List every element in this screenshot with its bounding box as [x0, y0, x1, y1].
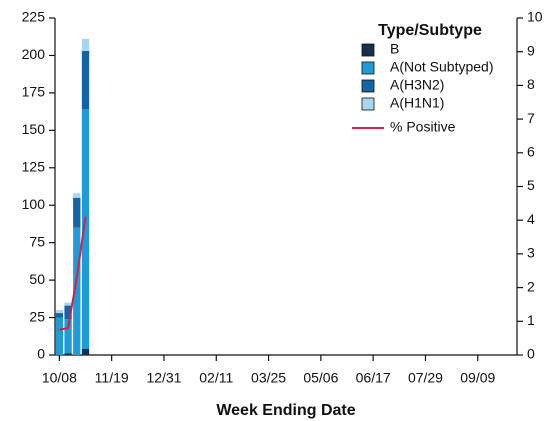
y2-tick-label: 4 [527, 211, 535, 227]
bar-segment [55, 313, 64, 318]
y-tick-label: 25 [29, 308, 45, 324]
x-axis-label: Week Ending Date [216, 402, 355, 419]
bar-segment [64, 302, 72, 306]
bar-segment [81, 109, 90, 350]
y2-tick-label: 8 [527, 76, 535, 92]
legend-label: % Positive [390, 119, 456, 135]
y2-tick-label: 0 [527, 346, 535, 362]
x-tick-label: 09/09 [460, 370, 495, 386]
bar-segment [81, 349, 90, 355]
y2-tick-label: 6 [527, 144, 535, 160]
bar-segment [55, 310, 64, 314]
x-tick-label: 10/08 [42, 370, 77, 386]
x-tick-label: 11/19 [95, 370, 129, 386]
legend-swatch [361, 79, 375, 93]
legend-swatch [361, 43, 375, 57]
y-tick-label: 75 [29, 233, 45, 249]
bar-segment [73, 193, 81, 198]
y-tick-label: 200 [22, 46, 46, 62]
legend-swatch [361, 97, 375, 111]
y-tick-label: 225 [22, 9, 46, 25]
bar-segment [73, 227, 81, 355]
bar-segment [55, 317, 64, 355]
legend-label: A(Not Subtyped) [390, 59, 494, 75]
legend-label: B [390, 41, 399, 57]
y-tick-label: 175 [22, 84, 46, 100]
x-tick-label: 03/25 [251, 370, 286, 386]
legend-label: A(H1N1) [390, 95, 444, 111]
x-tick-label: 07/29 [408, 370, 443, 386]
x-tick-label: 05/06 [303, 370, 338, 386]
x-tick-label: 06/17 [356, 370, 391, 386]
bar-segment [81, 38, 90, 51]
x-tick-label: 02/11 [199, 370, 233, 386]
y2-tick-label: 3 [527, 245, 535, 261]
legend-swatch [361, 61, 375, 75]
bar-segment [64, 305, 72, 320]
x-tick-label: 12/31 [146, 370, 181, 386]
bar-segment [81, 50, 90, 110]
y2-tick-label: 5 [527, 177, 535, 193]
legend-label: A(H3N2) [390, 77, 444, 93]
bar-segment [73, 197, 81, 228]
y2-tick-label: 1 [527, 312, 535, 328]
y2-tick-label: 2 [527, 278, 535, 294]
y-tick-label: 150 [22, 121, 46, 137]
bar-segment [64, 319, 72, 354]
y-tick-label: 0 [37, 346, 45, 362]
legend-title: Type/Subtype [378, 22, 482, 39]
y2-tick-label: 7 [527, 110, 535, 126]
y-tick-label: 100 [22, 196, 46, 212]
y-tick-label: 50 [29, 271, 45, 287]
bar-segment [64, 353, 72, 355]
y-tick-label: 125 [22, 158, 46, 174]
line [59, 216, 87, 331]
y2-tick-label: 10 [527, 9, 543, 25]
y2-tick-label: 9 [527, 42, 535, 58]
